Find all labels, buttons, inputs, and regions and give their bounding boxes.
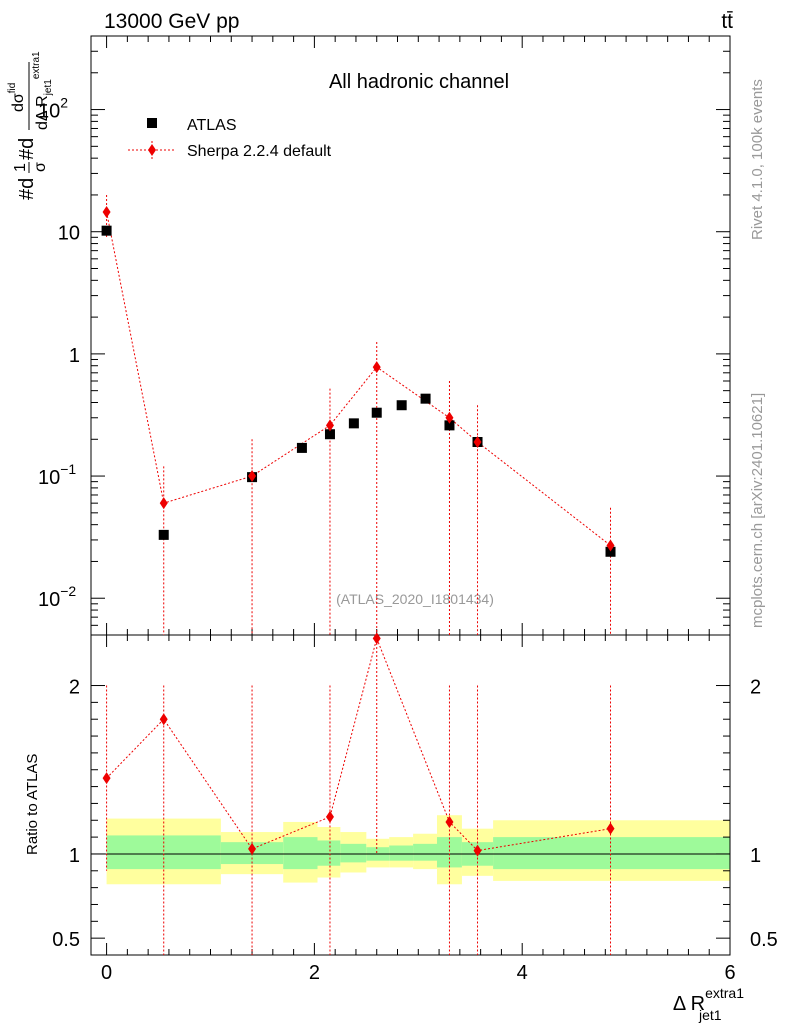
y-axis-label: #d 1 σ #d dσfid dΔ Rjet1extra1 [7,51,54,200]
svg-text:dΔ Rjet1extra1: dΔ Rjet1extra1 [31,51,54,130]
legend: ATLAS Sherpa 2.2.4 default [128,117,332,160]
svg-text:dσfid: dσfid [7,83,27,112]
band-stat-10 [493,837,730,870]
sherpa-point-2 [248,470,257,483]
legend-marker-atlas [147,118,157,128]
ratio-tick-right-2: 2 [750,677,761,699]
sherpa-point-5 [445,411,454,424]
y-tick-label-3: 10−1 [38,461,76,489]
side-label-bottom: mcplots.cern.ch [arXiv:2401.10621] [749,393,766,628]
x-tick-label-2: 4 [517,962,528,984]
y-tick-label-4: 10−2 [38,583,76,611]
process-label: tt̄ [721,10,733,33]
ratio-point-0 [102,772,111,785]
legend-marker-sherpa [148,144,156,156]
x-tick-label-0: 0 [101,962,112,984]
sherpa-point-7 [606,539,615,552]
beam-label: 13000 GeV pp [104,10,239,33]
ratio-bands [106,815,730,885]
ratio-point-7 [606,822,615,835]
svg-text:1: 1 [12,163,29,172]
ratio-point-6 [473,844,482,857]
sherpa-point-6 [473,436,482,449]
band-stat-0 [106,835,221,870]
x-tick-label-3: 6 [724,962,735,984]
sherpa-point-1 [159,497,168,510]
atlas-point-0 [101,225,112,236]
atlas-point-1 [158,529,169,540]
atlas-point-6 [371,407,382,418]
y-tick-label-0: 102 [38,95,68,123]
ratio-point-3 [325,810,334,823]
band-stat-7 [413,843,437,861]
atlas-point-4 [324,429,335,440]
sherpa-point-4 [372,361,381,374]
sherpa-point-3 [325,419,334,432]
ratio-line [106,636,611,852]
analysis-id: (ATLAS_2020_I1801434) [336,591,494,607]
band-stat-4 [340,843,367,863]
ratio-point-2 [248,842,257,855]
ratio-tick-right-1: 1 [750,845,761,867]
band-stat-3 [317,840,341,866]
data-marks [101,194,616,955]
ratio-point-5 [445,815,454,828]
legend-label-atlas: ATLAS [187,117,237,134]
ratio-tick-left-1: 1 [69,845,80,867]
ratio-tick-left-0: 0.5 [52,929,80,951]
x-axis-label: Δ Rextra1 jet1 [673,985,744,1023]
ratio-frame [90,634,731,956]
atlas-point-11 [605,546,616,557]
atlas-point-9 [444,420,455,431]
y-tick-label-2: 1 [69,345,80,367]
band-stat-2 [283,837,318,870]
atlas-point-8 [420,393,431,404]
ratio-point-4 [372,632,381,645]
svg-text:#d: #d [16,138,38,160]
axes: 0 2 4 6 102 10 1 10−1 10−2 0.5 0.5 1 1 2 2 [38,35,778,984]
chart-title: All hadronic channel [329,71,509,93]
ratio-tick-right-0: 0.5 [750,929,778,951]
ratio-y-label: Ratio to ATLAS [24,754,41,855]
y-tick-label-1: 10 [58,223,80,245]
ratio-tick-left-2: 2 [69,677,80,699]
svg-text:#d: #d [16,178,38,200]
atlas-point-5 [348,418,359,429]
sherpa-point-0 [102,206,111,219]
atlas-point-7 [396,400,407,411]
legend-label-sherpa: Sherpa 2.2.4 default [187,143,332,160]
side-label-top: Rivet 4.1.0, 100k events [749,79,766,240]
x-tick-label-1: 2 [309,962,320,984]
sherpa-line [106,211,611,546]
ratio-point-1 [159,713,168,726]
atlas-point-3 [296,442,307,453]
svg-text:σ: σ [32,162,49,172]
band-stat-6 [389,845,414,861]
